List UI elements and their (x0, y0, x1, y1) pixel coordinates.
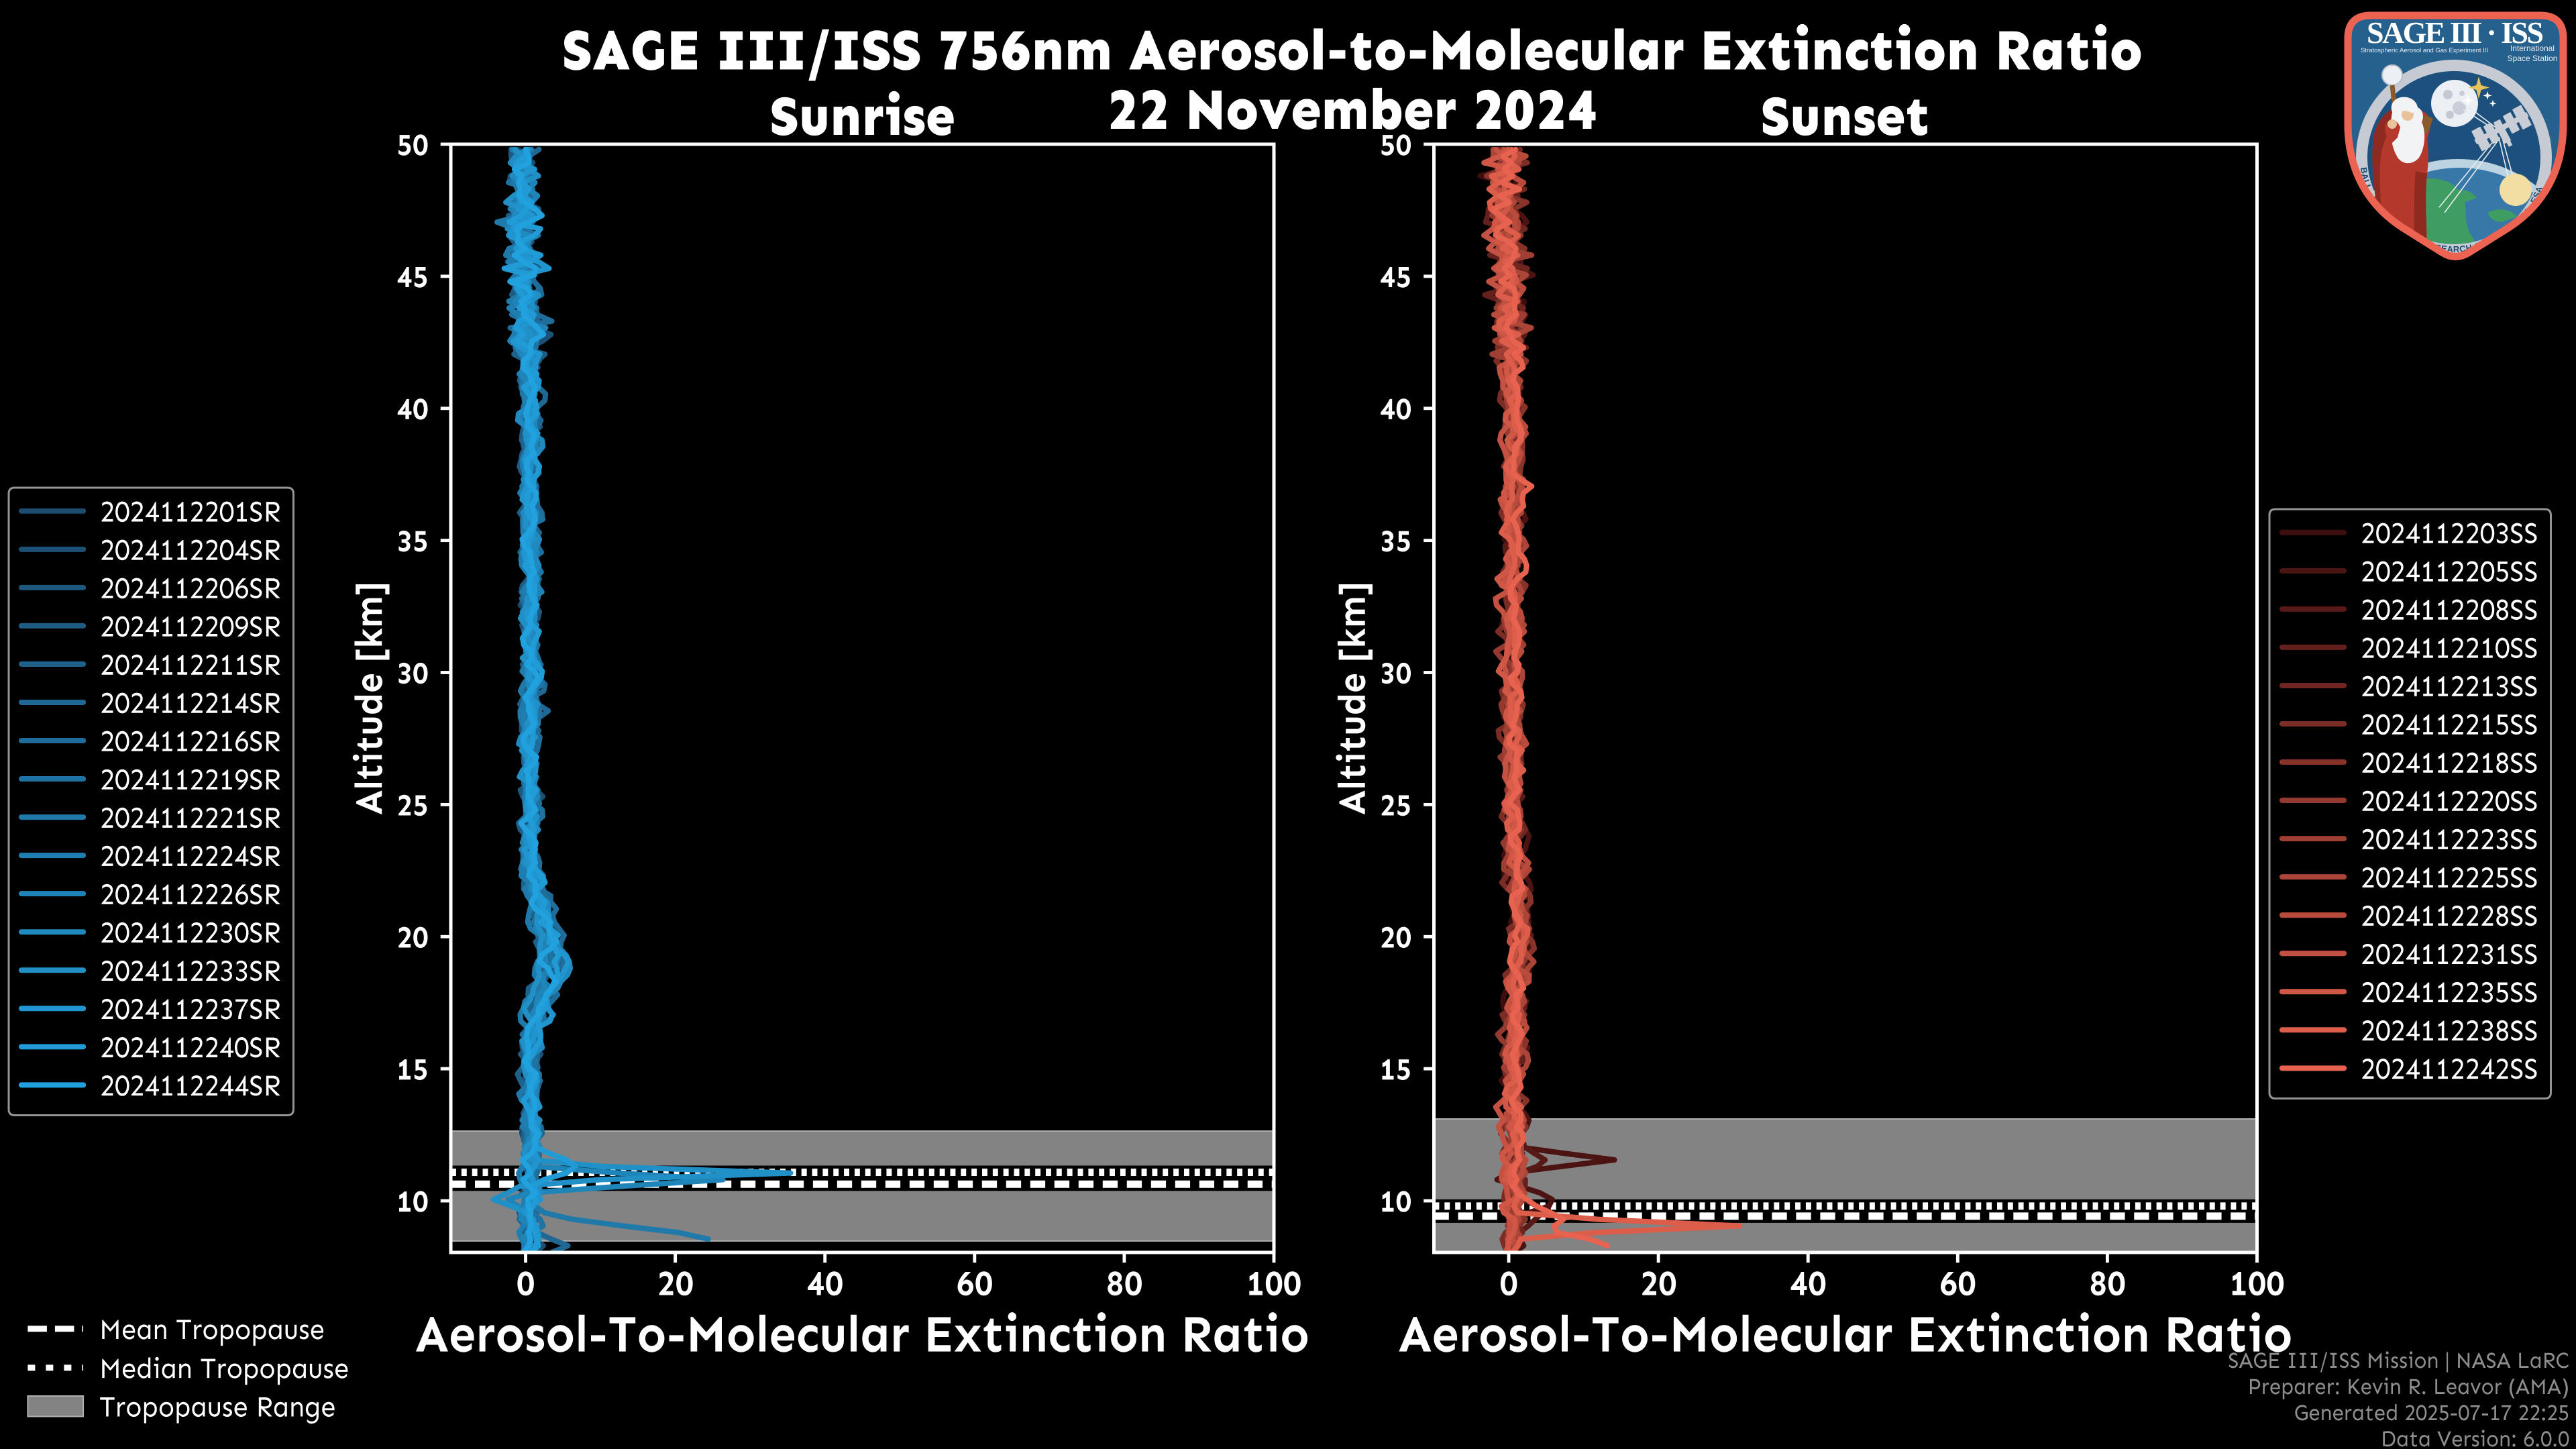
svg-text:International: International (2510, 44, 2555, 53)
svg-text:Space Station: Space Station (2508, 54, 2558, 63)
svg-text:Stratospheric Aerosol and Gas: Stratospheric Aerosol and Gas Experiment… (2361, 47, 2488, 54)
svg-text:SAGE III · ISS: SAGE III · ISS (2367, 15, 2544, 50)
